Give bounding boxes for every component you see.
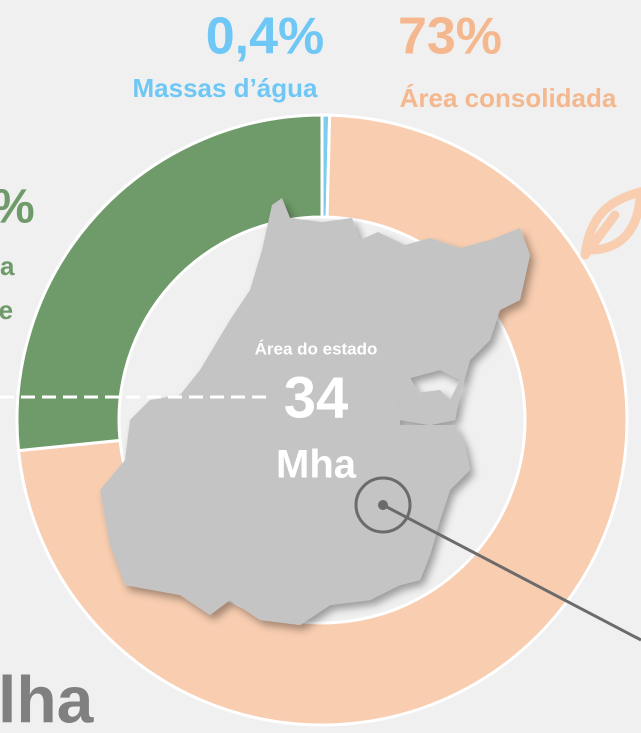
state-map: [100, 198, 530, 625]
green-fragment: %: [0, 181, 35, 234]
water-label: Massas d’água: [133, 73, 319, 103]
consolidated-label: Área consolidada: [400, 83, 617, 113]
bottom-fragment: lha: [0, 662, 95, 733]
center-unit: Mha: [276, 443, 357, 487]
location-marker: [354, 476, 412, 534]
consolidated-value: 73%: [398, 8, 502, 66]
pointer-line: [382, 503, 641, 642]
donut-segment: [15, 113, 324, 453]
water-value: 0,4%: [206, 8, 325, 66]
green-fragment: te: [0, 295, 13, 325]
green-fragment: a: [0, 251, 15, 281]
center-value: 34: [284, 365, 349, 430]
leaf-icon: [580, 187, 641, 260]
center-label: Área do estado: [255, 339, 378, 358]
